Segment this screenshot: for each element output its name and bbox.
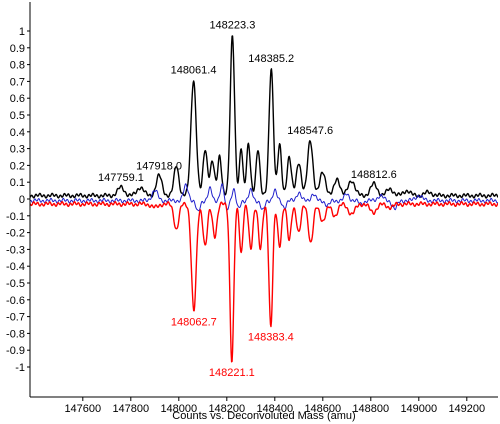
y-tick-label: -0.8 xyxy=(6,328,25,340)
y-tick-label: -0.1 xyxy=(6,211,25,223)
y-tick-label: -0.5 xyxy=(6,278,25,290)
peak-label: 148061.4 xyxy=(171,65,217,77)
peak-label: 148812.6 xyxy=(351,169,397,181)
spectrum-series-2 xyxy=(30,201,498,363)
peak-label: 147759.1 xyxy=(98,172,144,184)
y-tick-label: 0.6 xyxy=(10,93,25,105)
x-tick-label: 148000 xyxy=(160,403,197,415)
y-tick-label: 0.3 xyxy=(10,144,25,156)
x-tick-label: 148200 xyxy=(208,403,245,415)
peak-label: 148223.3 xyxy=(209,19,255,31)
x-axis-label: Counts vs. Deconvoluted Mass (amu) xyxy=(172,410,355,422)
y-tick-label: -1 xyxy=(15,362,25,374)
y-tick-label: 0.8 xyxy=(10,60,25,72)
series-layer xyxy=(30,35,498,363)
y-tick-label: -0.7 xyxy=(6,312,25,324)
peak-label: 148062.7 xyxy=(171,317,217,329)
spectrum-series-0 xyxy=(30,35,498,199)
y-tick-label: 0.5 xyxy=(10,110,25,122)
y-tick-label: 0.7 xyxy=(10,76,25,88)
y-tick-label: 1 xyxy=(19,26,25,38)
y-tick-label: 0 xyxy=(19,194,25,206)
x-axis-ticks: 147600 147800 148000 148200 148400 148600 1488… xyxy=(64,397,485,415)
y-axis-ticks: 1 0.9 0.8 0.7 0.6 0.5 0.4 0.3 0.2 0.1 0 -0.1 -0.2 -0.… xyxy=(6,26,30,374)
x-tick-label: 147800 xyxy=(112,403,149,415)
x-tick-label: 148600 xyxy=(304,403,341,415)
spectrum-series-1 xyxy=(30,183,498,212)
x-tick-label: 149000 xyxy=(400,403,437,415)
y-tick-label: 0.4 xyxy=(10,127,25,139)
x-tick-label: 148400 xyxy=(256,403,293,415)
peak-label: 148385.2 xyxy=(248,53,294,65)
y-tick-label: -0.2 xyxy=(6,228,25,240)
peak-label: 148547.6 xyxy=(287,125,333,137)
peak-label: 148383.4 xyxy=(248,332,294,344)
x-tick-label: 147600 xyxy=(64,403,101,415)
y-tick-label: -0.3 xyxy=(6,244,25,256)
peak-label: 148221.1 xyxy=(209,367,255,379)
y-tick-label: 0.2 xyxy=(10,160,25,172)
x-tick-label: 149200 xyxy=(448,403,485,415)
x-tick-label: 148800 xyxy=(352,403,389,415)
y-tick-label: 0.9 xyxy=(10,43,25,55)
y-tick-label: -0.9 xyxy=(6,345,25,357)
y-tick-label: -0.4 xyxy=(6,261,25,273)
peak-label: 147918.0 xyxy=(136,160,182,172)
y-tick-label: 0.1 xyxy=(10,177,25,189)
y-tick-label: -0.6 xyxy=(6,295,25,307)
